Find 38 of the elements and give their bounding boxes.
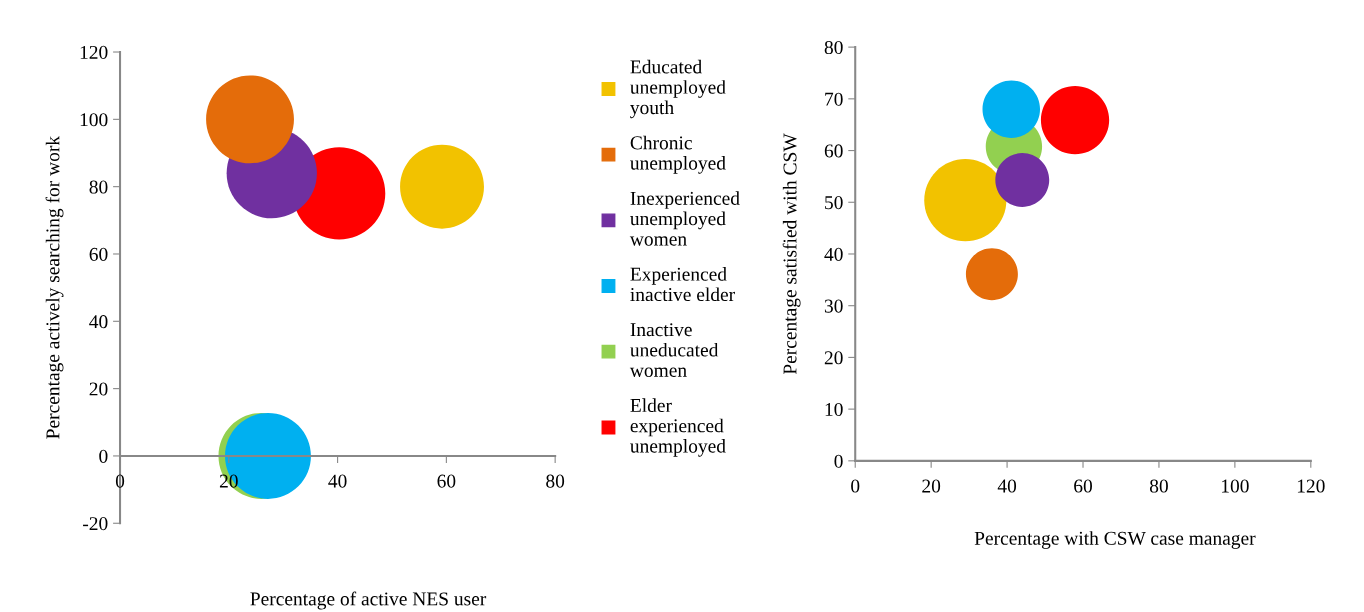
y-tick-label: 20 — [89, 382, 108, 396]
x-tick-label: 120 — [1297, 479, 1325, 493]
y-axis-title: Percentage satisfied with CSW — [782, 133, 801, 375]
y-tick-label: 80 — [824, 40, 843, 55]
y-axis-title: Percentage actively searching for work — [45, 135, 64, 439]
y-tick-label: 70 — [825, 92, 843, 106]
legend-label: Elder experienced unemployed — [630, 398, 726, 457]
y-tick-label: 80 — [89, 180, 108, 194]
legend-label: Chronic unemployed — [630, 135, 726, 174]
x-axis-title: Percentage of active NES user — [250, 591, 487, 610]
x-tick-label: 0 — [115, 474, 125, 488]
x-tick-label: 40 — [328, 474, 347, 488]
y-tick-label: 0 — [834, 454, 843, 468]
y-tick-label: -20 — [83, 517, 108, 531]
x-tick-label: 0 — [851, 479, 860, 493]
y-tick-label: 10 — [825, 402, 843, 417]
x-tick-label: 80 — [546, 474, 565, 488]
x-tick-label: 100 — [1222, 479, 1249, 493]
y-tick-label: 20 — [824, 351, 843, 365]
x-tick-label: 20 — [922, 479, 941, 493]
y-tick-label: 120 — [80, 45, 108, 59]
y-tick-label: 60 — [824, 144, 843, 158]
x-axis-title: Percentage with CSW case manager — [974, 531, 1256, 549]
x-tick-label: 60 — [1074, 479, 1092, 493]
legend-label: Inactive uneducated women — [629, 323, 719, 377]
y-tick-label: 40 — [89, 315, 108, 329]
x-tick-label: 60 — [437, 474, 456, 488]
legend-label: Inexperienced unemployed women — [629, 191, 740, 246]
y-tick-label: 0 — [99, 449, 108, 463]
legend-label: Experienced inactive elder — [630, 267, 735, 302]
y-tick-label: 30 — [824, 299, 843, 313]
y-tick-label: 40 — [824, 247, 843, 261]
y-tick-label: 50 — [825, 196, 843, 210]
y-tick-label: 60 — [89, 247, 108, 261]
x-tick-label: 40 — [997, 479, 1017, 493]
x-tick-label: 80 — [1149, 479, 1168, 493]
legend-label: Educated unemployed youth — [630, 59, 726, 119]
y-tick-label: 100 — [80, 113, 108, 127]
